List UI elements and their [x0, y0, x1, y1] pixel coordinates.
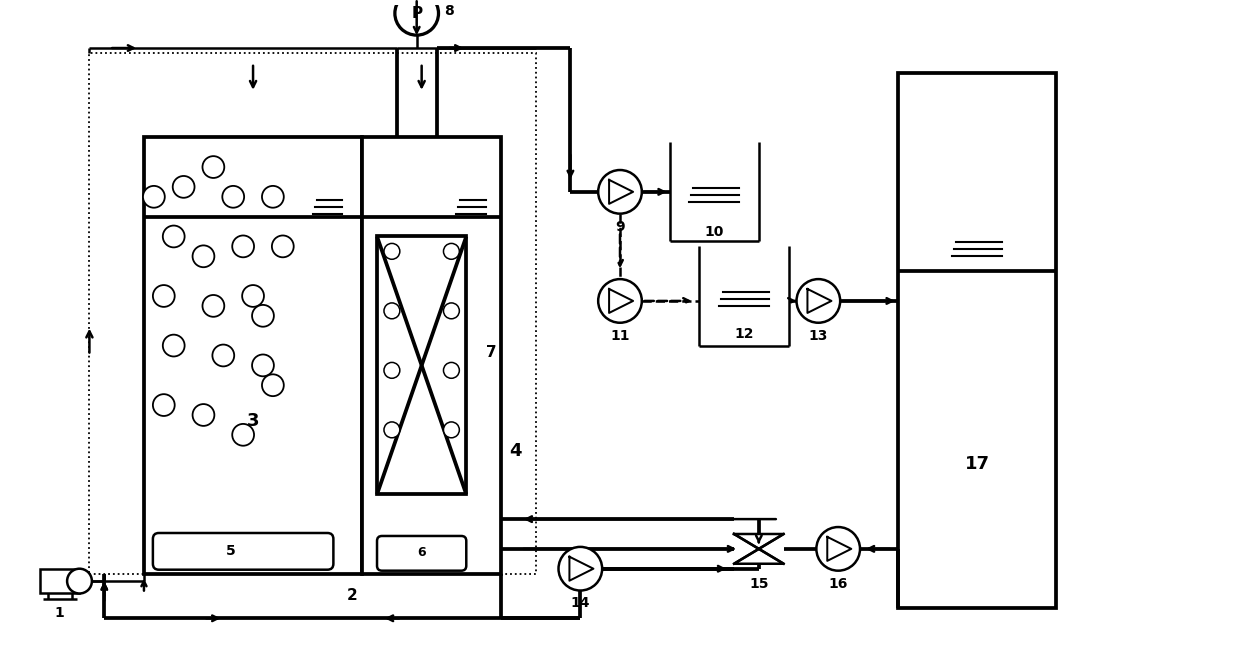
Circle shape: [598, 279, 642, 323]
Bar: [89, 53, 536, 573]
Bar: [40, 569, 79, 594]
Circle shape: [192, 404, 215, 426]
Text: 3: 3: [247, 412, 259, 430]
Bar: [362, 137, 501, 573]
Circle shape: [796, 279, 841, 323]
Text: 2: 2: [347, 588, 357, 603]
Circle shape: [252, 355, 274, 376]
Circle shape: [444, 303, 459, 319]
Text: 7: 7: [486, 345, 496, 360]
Circle shape: [162, 334, 185, 357]
Circle shape: [172, 176, 195, 198]
Text: 16: 16: [828, 577, 848, 590]
Circle shape: [598, 170, 642, 214]
Circle shape: [67, 569, 92, 594]
Circle shape: [444, 244, 459, 259]
Text: P: P: [412, 6, 423, 21]
Circle shape: [444, 422, 459, 438]
Circle shape: [202, 295, 224, 317]
Text: 15: 15: [749, 577, 769, 590]
Circle shape: [162, 225, 185, 247]
Text: 1: 1: [55, 607, 64, 620]
Circle shape: [153, 285, 175, 307]
Circle shape: [384, 244, 399, 259]
Circle shape: [444, 362, 459, 378]
FancyBboxPatch shape: [377, 536, 466, 571]
Text: 12: 12: [734, 326, 754, 341]
Circle shape: [262, 374, 284, 396]
Circle shape: [242, 285, 264, 307]
Text: 8: 8: [444, 5, 454, 18]
Text: 13: 13: [808, 328, 828, 343]
Bar: [898, 73, 1056, 609]
Circle shape: [384, 362, 399, 378]
Circle shape: [558, 547, 603, 590]
Text: 5: 5: [227, 544, 236, 558]
Circle shape: [272, 236, 294, 257]
Text: 17: 17: [965, 454, 990, 473]
Polygon shape: [734, 534, 784, 564]
Circle shape: [384, 422, 399, 438]
Bar: [377, 236, 466, 494]
Circle shape: [262, 186, 284, 208]
Text: 11: 11: [610, 328, 630, 343]
Circle shape: [222, 186, 244, 208]
FancyBboxPatch shape: [153, 533, 334, 569]
Circle shape: [212, 345, 234, 366]
Text: 6: 6: [418, 547, 427, 560]
Bar: [144, 137, 362, 573]
Circle shape: [232, 424, 254, 446]
Circle shape: [143, 186, 165, 208]
Text: 9: 9: [615, 219, 625, 234]
Circle shape: [232, 236, 254, 257]
Circle shape: [202, 156, 224, 178]
Circle shape: [816, 527, 861, 571]
Circle shape: [384, 303, 399, 319]
Circle shape: [153, 394, 175, 416]
Circle shape: [252, 305, 274, 326]
Circle shape: [192, 246, 215, 267]
Text: 4: 4: [510, 443, 522, 460]
Text: 10: 10: [704, 225, 724, 238]
Circle shape: [394, 0, 439, 35]
Text: 14: 14: [570, 596, 590, 611]
